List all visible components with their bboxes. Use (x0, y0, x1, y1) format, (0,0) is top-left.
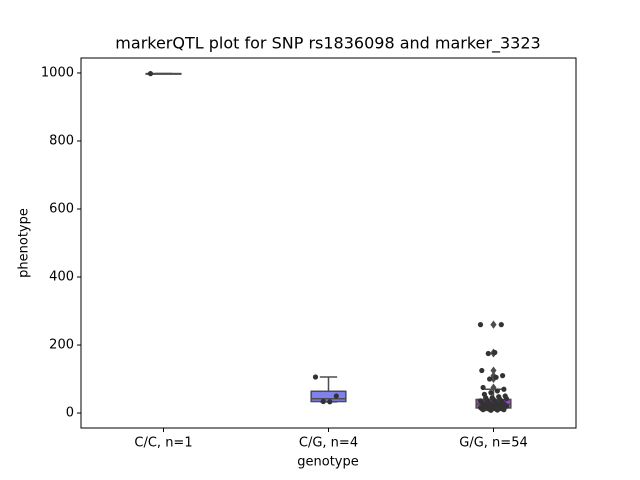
strip-point (477, 322, 484, 328)
x-axis-label: genotype (297, 455, 358, 470)
y-axis-label: phenotype (17, 208, 32, 278)
strip-point (501, 407, 507, 413)
strip-point (480, 384, 486, 391)
y-tick-label: 400 (49, 270, 74, 285)
strip-point (487, 376, 493, 382)
strip-point (494, 388, 500, 394)
y-tick-label: 600 (49, 201, 74, 216)
flier (490, 320, 497, 329)
chart-title: markerQTL plot for SNP rs1836098 and mar… (115, 34, 540, 54)
y-tick-label: 800 (49, 133, 74, 148)
x-tick-label: C/G, n=4 (299, 436, 358, 451)
strip-point (498, 322, 504, 328)
y-tick-label: 0 (66, 406, 74, 421)
strip-point (488, 407, 494, 413)
strip-point (147, 71, 154, 77)
strip-point (488, 390, 494, 396)
strip-point (492, 349, 498, 356)
strip-point (327, 399, 333, 405)
strip-point (479, 367, 485, 374)
strip-point (333, 393, 339, 399)
y-tick-label: 1000 (41, 65, 74, 80)
strip-point (494, 407, 500, 413)
strip-point (320, 398, 326, 405)
plot-frame (80, 57, 577, 429)
strip-point (493, 374, 499, 380)
strip-point (503, 396, 510, 402)
y-tick-label: 200 (49, 338, 74, 353)
strip-point (501, 386, 507, 392)
strip-point (312, 374, 319, 380)
strip-point (480, 407, 486, 413)
flier (490, 383, 497, 392)
strip-point (485, 350, 491, 357)
x-tick-label: G/G, n=54 (459, 436, 527, 451)
strip-point (500, 373, 506, 379)
x-tick-label: C/C, n=1 (134, 436, 192, 451)
flier (490, 366, 497, 375)
